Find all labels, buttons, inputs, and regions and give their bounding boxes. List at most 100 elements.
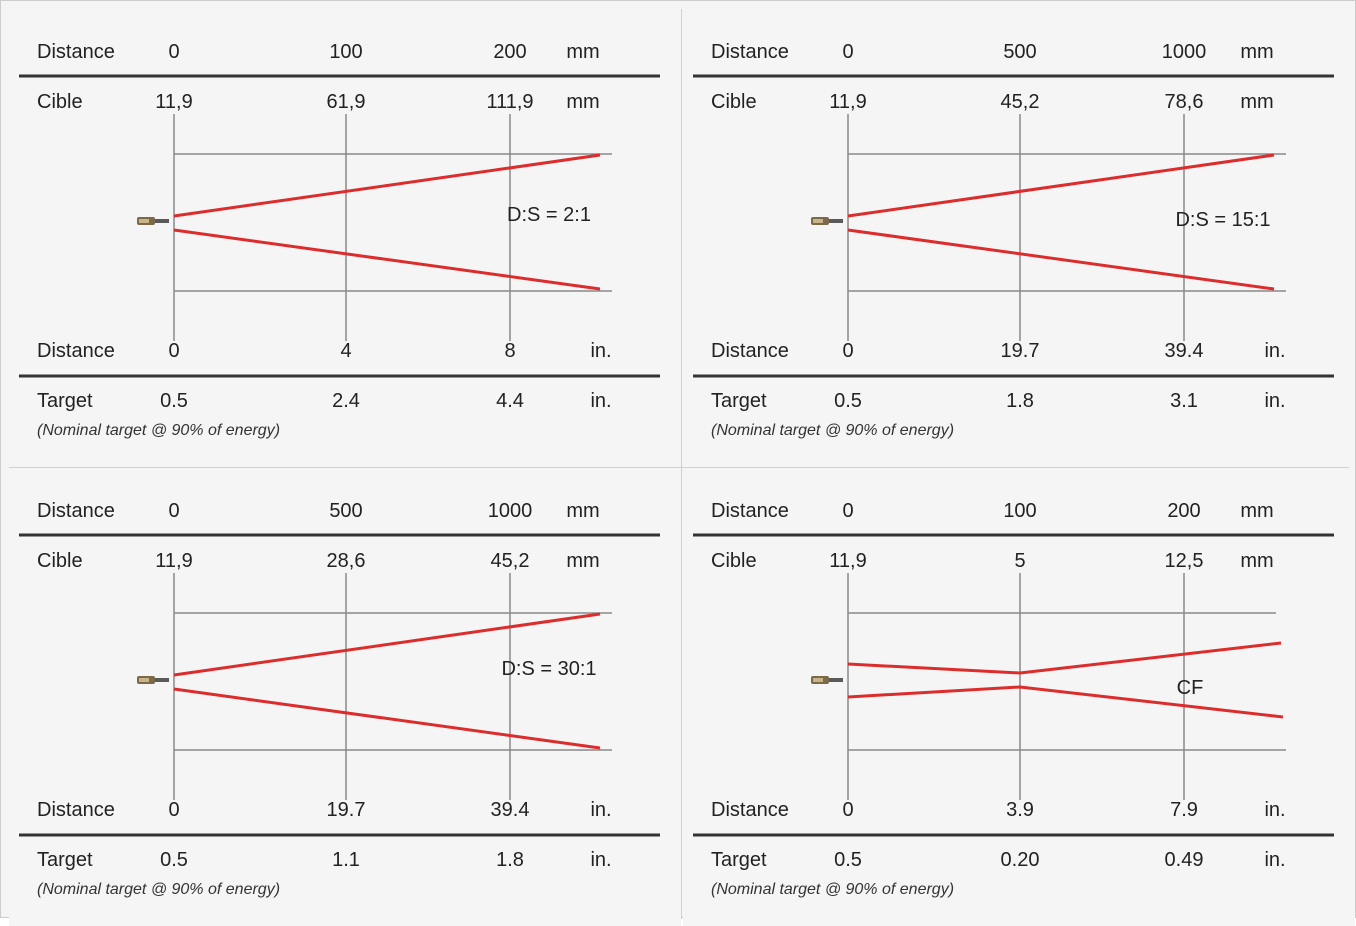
distance-mm-unit: mm [566,41,599,63]
target-in-value: 4.4 [496,390,524,412]
spot-ratio-label: CF [1177,677,1204,699]
target-in-label: Target [37,390,93,412]
target-in-unit: in. [1264,390,1285,412]
distance-in-tick: 39.4 [1165,340,1204,362]
target-mm-label: Cible [711,550,757,572]
distance-mm-label: Distance [711,41,789,63]
target-in-value: 1.1 [332,849,360,871]
target-in-unit: in. [590,390,611,412]
ir-sensor-icon [137,676,169,684]
target-mm-unit: mm [1240,550,1273,572]
distance-in-tick: 0 [842,799,853,821]
distance-mm-tick: 0 [168,500,179,522]
beam-upper-edge [173,153,601,218]
beam-upper-edge [173,612,601,677]
target-in-value: 0.5 [834,849,862,871]
target-in-value: 0.5 [160,390,188,412]
distance-in-tick: 39.4 [491,799,530,821]
target-mm-value: 61,9 [327,91,366,113]
target-mm-value: 11,9 [829,91,866,113]
target-in-value: 0.5 [160,849,188,871]
target-mm-value: 11,9 [829,550,866,572]
distance-mm-tick: 1000 [1162,41,1207,63]
target-mm-label: Cible [711,91,757,113]
target-in-unit: in. [590,849,611,871]
distance-mm-unit: mm [1240,41,1273,63]
distance-in-label: Distance [711,799,789,821]
distance-in-tick: 8 [504,340,515,362]
target-in-value: 0.5 [834,390,862,412]
distance-in-label: Distance [37,799,115,821]
target-in-value: 2.4 [332,390,360,412]
distance-mm-tick: 200 [1167,500,1200,522]
beam-upper-edge [847,153,1275,218]
distance-mm-unit: mm [1240,500,1273,522]
spot-ratio-label: D:S = 2:1 [507,204,591,226]
distance-in-tick: 0 [168,799,179,821]
ir-sensor-icon [811,676,843,684]
target-in-value: 1.8 [1006,390,1034,412]
ir-sensor-icon [811,217,843,225]
target-mm-unit: mm [566,550,599,572]
distance-in-tick: 4 [340,340,351,362]
target-mm-value: 11,9 [155,550,192,572]
target-in-value: 3.1 [1170,390,1198,412]
target-mm-unit: mm [566,91,599,113]
optics-panel-1: Distance 0 100 200 mm Cible 11,9 61,9 111,9 mm D:S… [9,9,681,467]
target-in-label: Target [711,390,767,412]
target-in-label: Target [711,849,767,871]
target-in-label: Target [37,849,93,871]
target-mm-value: 45,2 [1001,91,1040,113]
target-in-unit: in. [1264,849,1285,871]
distance-in-unit: in. [590,340,611,362]
distance-mm-unit: mm [566,500,599,522]
energy-note: (Nominal target @ 90% of energy) [37,422,280,439]
distance-in-unit: in. [1264,340,1285,362]
distance-in-unit: in. [1264,799,1285,821]
target-mm-label: Cible [37,91,83,113]
beam-lower-edge [173,687,601,750]
optics-panel-4: Distance 0 100 200 mm Cible 11,9 5 12,5 mm CF Dista… [683,468,1355,926]
optics-diagram-svg: Distance 0 500 1000 mm Cible 11,9 45,2 78,6 mm D:S… [693,41,1334,439]
target-mm-value: 78,6 [1165,91,1204,113]
target-mm-value: 28,6 [327,550,366,572]
distance-in-label: Distance [711,340,789,362]
distance-mm-tick: 0 [842,41,853,63]
target-mm-value: 45,2 [491,550,530,572]
energy-note: (Nominal target @ 90% of energy) [711,881,954,898]
target-mm-label: Cible [37,550,83,572]
distance-mm-label: Distance [37,41,115,63]
panel-divider-vertical [681,9,682,919]
target-in-value: 1.8 [496,849,524,871]
distance-in-tick: 3.9 [1006,799,1034,821]
beam-lower-edge [847,685,1284,719]
optics-panel-2: Distance 0 500 1000 mm Cible 11,9 45,2 78,6 mm D:S… [683,9,1355,467]
target-mm-value: 5 [1014,550,1025,572]
energy-note: (Nominal target @ 90% of energy) [711,422,954,439]
spot-ratio-label: D:S = 15:1 [1175,209,1270,231]
target-mm-value: 11,9 [155,91,192,113]
optics-diagram-svg: Distance 0 100 200 mm Cible 11,9 61,9 111,9 mm D:S… [19,41,660,439]
distance-in-tick: 7.9 [1170,799,1198,821]
beam-lower-edge [173,228,601,291]
target-mm-value: 111,9 [486,91,533,113]
distance-in-label: Distance [37,340,115,362]
spot-ratio-label: D:S = 30:1 [501,658,596,680]
target-in-value: 0.49 [1165,849,1204,871]
distance-in-tick: 0 [168,340,179,362]
distance-mm-tick: 1000 [488,500,533,522]
distance-mm-tick: 100 [1003,500,1036,522]
distance-mm-tick: 0 [842,500,853,522]
ir-sensor-icon [137,217,169,225]
distance-in-unit: in. [590,799,611,821]
distance-mm-label: Distance [711,500,789,522]
distance-mm-tick: 200 [493,41,526,63]
energy-note: (Nominal target @ 90% of energy) [37,881,280,898]
target-in-value: 0.20 [1001,849,1040,871]
beam-upper-edge [847,641,1282,675]
distance-mm-tick: 500 [329,500,362,522]
panel-divider-horizontal [9,467,1349,468]
distance-in-tick: 19.7 [327,799,366,821]
target-mm-unit: mm [1240,91,1273,113]
optics-diagram-svg: Distance 0 100 200 mm Cible 11,9 5 12,5 mm CF Dista… [693,500,1334,898]
